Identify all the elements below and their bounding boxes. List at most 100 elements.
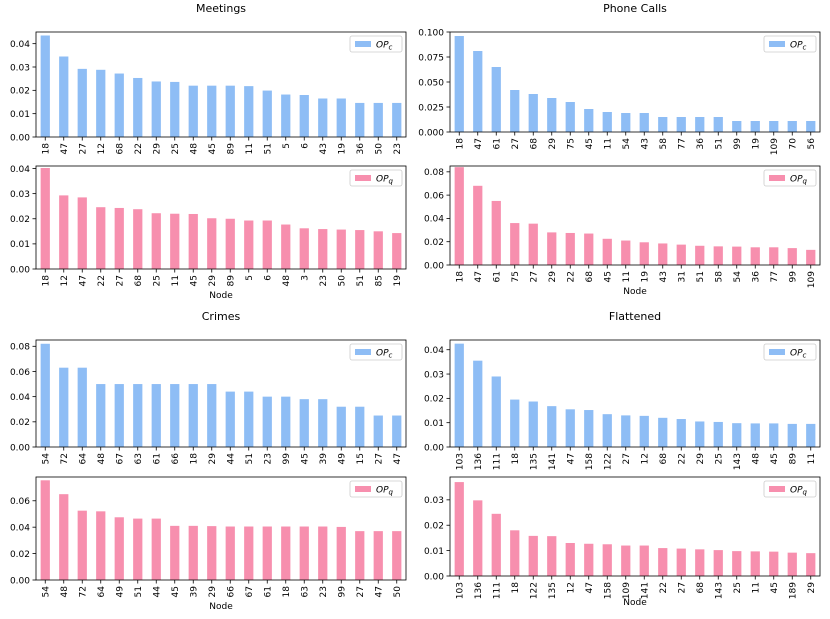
x-tick-label: 15: [356, 453, 366, 464]
x-tick-label: 51: [696, 271, 706, 282]
x-tick-label: 12: [97, 143, 107, 154]
bar: [244, 391, 254, 447]
y-tick-label: 0.04: [10, 165, 30, 175]
x-tick-label: 136: [474, 582, 484, 599]
y-tick-label: 0.01: [10, 240, 30, 250]
bar: [602, 112, 612, 132]
legend-box: [763, 480, 817, 498]
legend-box: [349, 480, 403, 498]
x-axis-label: Node: [209, 602, 233, 612]
x-tick-label: 109: [770, 138, 780, 155]
bar: [225, 391, 235, 447]
y-tick-label: 0.08: [10, 343, 30, 353]
x-tick-label: 18: [189, 453, 199, 465]
bar: [732, 246, 742, 265]
x-tick-label: 136: [474, 453, 484, 470]
chart-panel-3: 0.000 0.025 0.050 0.075 0.100 18 47 61 27 68 29 75 4…: [418, 2, 821, 155]
bar: [528, 223, 538, 265]
bar: [528, 94, 538, 132]
x-tick-label: 39: [319, 453, 329, 465]
x-tick-label: 25: [171, 143, 181, 154]
legend-swatch: [769, 486, 785, 492]
bar: [262, 526, 272, 580]
x-tick-label: 18: [41, 275, 51, 287]
x-tick-label: 111: [492, 453, 502, 470]
x-tick-label: 11: [171, 275, 181, 286]
bar: [355, 230, 365, 269]
y-tick-label: 0.01: [424, 547, 444, 557]
x-tick-label: 51: [714, 138, 724, 149]
y-tick-label: 0.08: [424, 168, 444, 178]
x-tick-label: 158: [603, 582, 613, 599]
y-tick-label: 0.000: [418, 128, 444, 138]
x-tick-label: 23: [319, 586, 329, 597]
x-tick-label: 25: [733, 582, 743, 593]
legend-swatch: [769, 349, 785, 355]
x-tick-label: 36: [356, 143, 366, 155]
bar: [207, 526, 217, 580]
bar: [602, 238, 612, 265]
bar: [114, 384, 124, 447]
x-tick-label: 68: [134, 275, 144, 287]
x-tick-label: 11: [807, 453, 817, 464]
x-tick-label: 18: [282, 586, 292, 598]
y-tick-label: 0.00: [10, 133, 30, 143]
bar: [621, 415, 631, 447]
bar: [695, 117, 705, 132]
x-tick-label: 19: [337, 143, 347, 155]
x-tick-label: 36: [751, 271, 761, 283]
bar: [806, 423, 816, 447]
x-tick-label: 135: [529, 453, 539, 470]
legend-label: OPq: [376, 175, 394, 186]
x-tick-label: 158: [585, 453, 595, 470]
bar: [373, 531, 383, 580]
bar: [207, 384, 217, 447]
x-tick-label: 45: [208, 143, 218, 154]
x-tick-label: 77: [677, 138, 687, 149]
bar: [262, 90, 272, 137]
x-tick-label: 51: [356, 275, 366, 286]
chart-panel-1: 0.00 0.01 0.02 0.03 0.04 18 47 27 12 68 22 29 25 48 45…: [10, 2, 407, 155]
y-tick-label: 0.04: [424, 346, 444, 356]
y-tick-label: 0.00: [10, 443, 30, 453]
bar: [225, 85, 235, 137]
x-tick-label: 141: [548, 453, 558, 470]
y-tick-label: 0.03: [424, 496, 444, 506]
bar: [188, 384, 198, 447]
bar: [96, 511, 106, 580]
legend-box: [349, 35, 403, 53]
bar: [695, 549, 705, 576]
bar: [750, 551, 760, 576]
bar: [373, 102, 383, 137]
legend-swatch: [355, 486, 371, 492]
legend: OPq: [349, 480, 403, 498]
bar: [473, 185, 483, 265]
x-tick-label: 67: [245, 586, 255, 597]
bar: [547, 536, 557, 576]
y-tick-label: 0.01: [10, 110, 30, 120]
y-tick-label: 0.02: [424, 395, 444, 405]
x-tick-label: 63: [134, 453, 144, 464]
bar: [318, 399, 328, 447]
x-tick-label: 63: [300, 586, 310, 597]
bar: [392, 415, 402, 447]
chart-title: Crimes: [202, 310, 241, 323]
bar: [676, 117, 686, 132]
y-tick-label: 0.03: [424, 370, 444, 380]
bar: [318, 526, 328, 580]
bar: [114, 73, 124, 137]
x-tick-label: 39: [189, 586, 199, 598]
chart-title: Flattened: [609, 310, 661, 323]
bar: [806, 121, 816, 132]
bar: [750, 121, 760, 132]
bar: [769, 247, 779, 265]
legend: OPc: [763, 343, 817, 361]
x-tick-label: 18: [455, 271, 465, 283]
bar: [676, 244, 686, 265]
legend-swatch: [355, 175, 371, 181]
legend-label: OPq: [376, 486, 394, 497]
bar: [281, 526, 291, 580]
bar: [133, 77, 143, 137]
bar: [318, 229, 328, 269]
